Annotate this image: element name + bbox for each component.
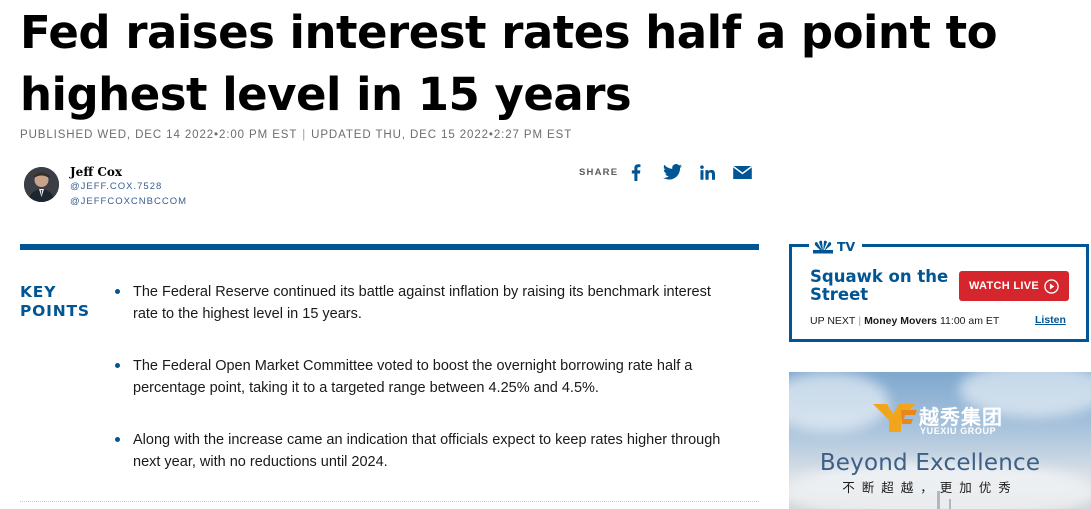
ad-cloud [789,372,889,432]
bullet-icon [115,289,120,294]
up-next-line: UP NEXT | Money Movers 11:00 am ET [810,315,999,327]
key-points-list: The Federal Reserve continued its battle… [113,281,733,473]
key-point-item: The Federal Open Market Committee voted … [113,355,733,399]
ad-tagline: Beyond Excellence [819,450,1041,476]
peacock-icon [813,240,833,253]
tv-widget-border [862,244,1089,247]
tv-widget-border [789,244,809,247]
timestamp-separator: | [302,129,307,141]
author-facebook-handle[interactable]: @JEFF.COX.7528 [70,181,163,192]
ad-logo-english: YUEXIU GROUP [920,426,997,436]
email-icon[interactable] [732,163,752,181]
key-point-text: The Federal Open Market Committee voted … [133,358,693,396]
tv-label: TV [837,239,856,254]
author-name[interactable]: Jeff Cox [70,165,123,179]
article-divider [20,244,759,250]
cnbc-tv-logo[interactable]: TV [812,239,855,254]
ad-skyline [937,491,940,509]
advertisement[interactable]: 越秀集团 YUEXIU GROUP Beyond Excellence 不断超越… [789,372,1091,509]
ad-skyline [949,499,951,509]
key-point-text: The Federal Reserve continued its battle… [133,284,711,322]
next-show-time: 11:00 am ET [940,315,1000,327]
ad-subline: 不断超越，更加优秀 [842,480,1018,495]
author-photo-icon [24,167,59,202]
key-point-item: Along with the increase came an indicati… [113,429,733,473]
next-show-title: Money Movers [864,315,937,327]
bullet-icon [115,437,120,442]
facebook-icon[interactable] [629,163,643,181]
share-label: SHARE [579,167,619,178]
watch-live-label: WATCH LIVE [968,280,1039,292]
ad-cloud [789,462,1091,509]
listen-link[interactable]: Listen [1035,314,1066,326]
ad-logo-chinese: 越秀集团 [919,405,1003,429]
watch-live-button[interactable]: WATCH LIVE [959,271,1069,301]
published-date: PUBLISHED WED, DEC 14 2022•2:00 PM EST [20,129,298,141]
yuexiu-logo-icon [873,404,917,432]
up-next-separator: | [858,315,862,327]
article-timestamp: PUBLISHED WED, DEC 14 2022•2:00 PM EST | U… [20,129,572,141]
key-point-item: The Federal Reserve continued its battle… [113,281,733,325]
twitter-icon[interactable] [662,163,682,181]
key-points-heading: KEY POINTS [20,283,90,320]
linkedin-icon[interactable] [699,163,715,181]
play-icon [1044,278,1059,294]
tv-show-title[interactable]: Squawk on the Street [810,267,949,304]
up-next-label: UP NEXT [810,315,856,327]
article-headline: Fed raises interest rates half a point t… [20,6,998,121]
author-avatar[interactable] [24,167,59,202]
key-points-divider [20,501,759,502]
bullet-icon [115,363,120,368]
key-point-text: Along with the increase came an indicati… [133,432,721,470]
updated-date: UPDATED THU, DEC 15 2022•2:27 PM EST [311,129,573,141]
author-twitter-handle[interactable]: @JEFFCOXCNBCCOM [70,196,188,207]
